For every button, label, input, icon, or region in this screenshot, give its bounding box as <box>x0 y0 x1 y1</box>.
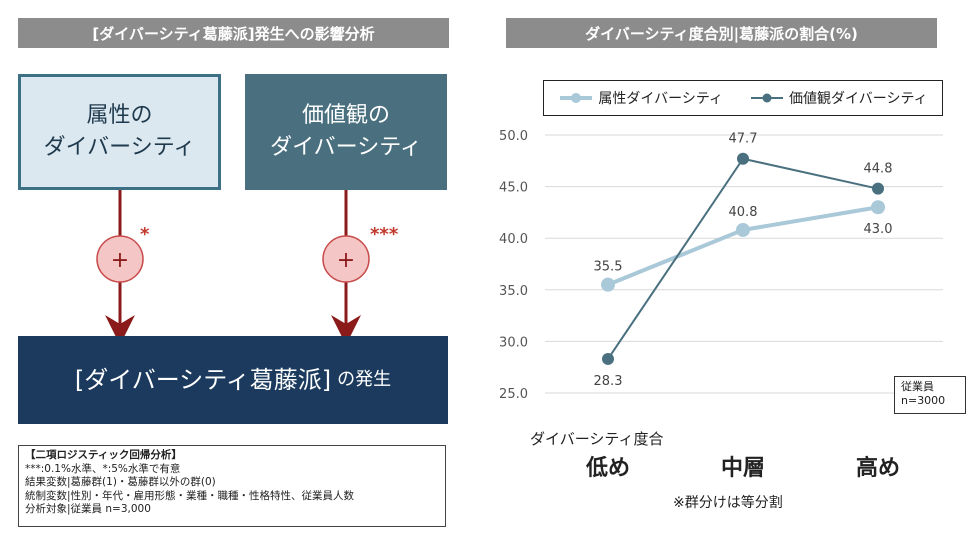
data-point <box>602 352 614 365</box>
data-point <box>737 152 749 165</box>
x-axis-title: ダイバーシティ度合 <box>530 430 664 448</box>
plus-sign-value: + <box>337 248 355 273</box>
y-tick-label: 45.0 <box>499 181 528 196</box>
effect-arrows: + + * *** <box>96 190 399 340</box>
y-tick-label: 35.0 <box>499 284 528 299</box>
legend-item-value: 価値観ダイバーシティ <box>749 88 928 108</box>
plus-circle-attribute <box>96 235 144 283</box>
left-panel-header: [ダイバーシティ葛藤派]発生への影響分析 <box>18 18 449 48</box>
legend-marker-value <box>751 93 783 103</box>
conflict-outcome-box: [ダイバーシティ葛藤派] の発生 <box>18 336 448 424</box>
outcome-suffix-text: の発生 <box>337 369 392 390</box>
data-label: 40.8 <box>729 205 758 220</box>
data-label: 47.7 <box>729 132 758 147</box>
significance-value: *** <box>370 224 399 245</box>
legend-label-attribute: 属性ダイバーシティ <box>598 91 723 107</box>
x-category-mid: 中層 <box>720 456 766 481</box>
data-point <box>601 277 615 292</box>
notes-title: 【二項ロジスティック回帰分析】 <box>25 449 182 461</box>
data-point <box>736 222 750 237</box>
y-tick-label: 25.0 <box>499 387 528 402</box>
attribute-diversity-box: 属性の ダイバーシティ <box>18 74 221 190</box>
data-label: 35.5 <box>594 260 623 275</box>
data-label: 28.3 <box>594 374 623 389</box>
grouping-note: ※群分けは等分割 <box>673 495 783 511</box>
outcome-main-text: [ダイバーシティ葛藤派] <box>74 366 332 394</box>
data-point <box>871 200 885 215</box>
notes-line: 統制変数|性別・年代・雇用形態・業種・職種・性格特性、従業員人数 <box>25 489 355 502</box>
y-tick-label: 40.0 <box>499 232 528 247</box>
sample-size-note: 従業員 n=3000 <box>894 376 966 414</box>
legend-marker-attribute <box>560 93 593 103</box>
chart-legend: 属性ダイバーシティ 価値観ダイバーシティ <box>543 80 943 116</box>
plus-circle-value <box>322 235 370 283</box>
plus-sign-attribute: + <box>111 248 129 273</box>
significance-attribute: * <box>140 224 150 245</box>
x-category-high: 高め <box>855 456 901 481</box>
data-label: 43.0 <box>864 222 893 237</box>
notes-line: 結果変数|葛藤群(1)・葛藤群以外の群(0) <box>25 476 216 488</box>
x-category-low: 低め <box>585 456 631 481</box>
data-label: 44.8 <box>864 162 893 177</box>
y-tick-label: 50.0 <box>499 129 528 144</box>
right-panel-header: ダイバーシティ度合別|葛藤派の割合(%) <box>506 18 937 48</box>
notes-line: 分析対象|従業員 n=3,000 <box>25 503 151 515</box>
notes-line: ***:0.1%水準、*:5%水準で有意 <box>25 462 181 475</box>
legend-item-attribute: 属性ダイバーシティ <box>558 88 723 108</box>
y-tick-label: 30.0 <box>499 335 528 350</box>
data-point <box>872 182 884 195</box>
series-line-1 <box>607 157 879 360</box>
value-diversity-box: 価値観の ダイバーシティ <box>245 74 447 190</box>
analysis-notes: 【二項ロジスティック回帰分析】 ***:0.1%水準、*:5%水準で有意 結果変… <box>18 445 446 527</box>
legend-label-value: 価値観ダイバーシティ <box>789 91 928 107</box>
